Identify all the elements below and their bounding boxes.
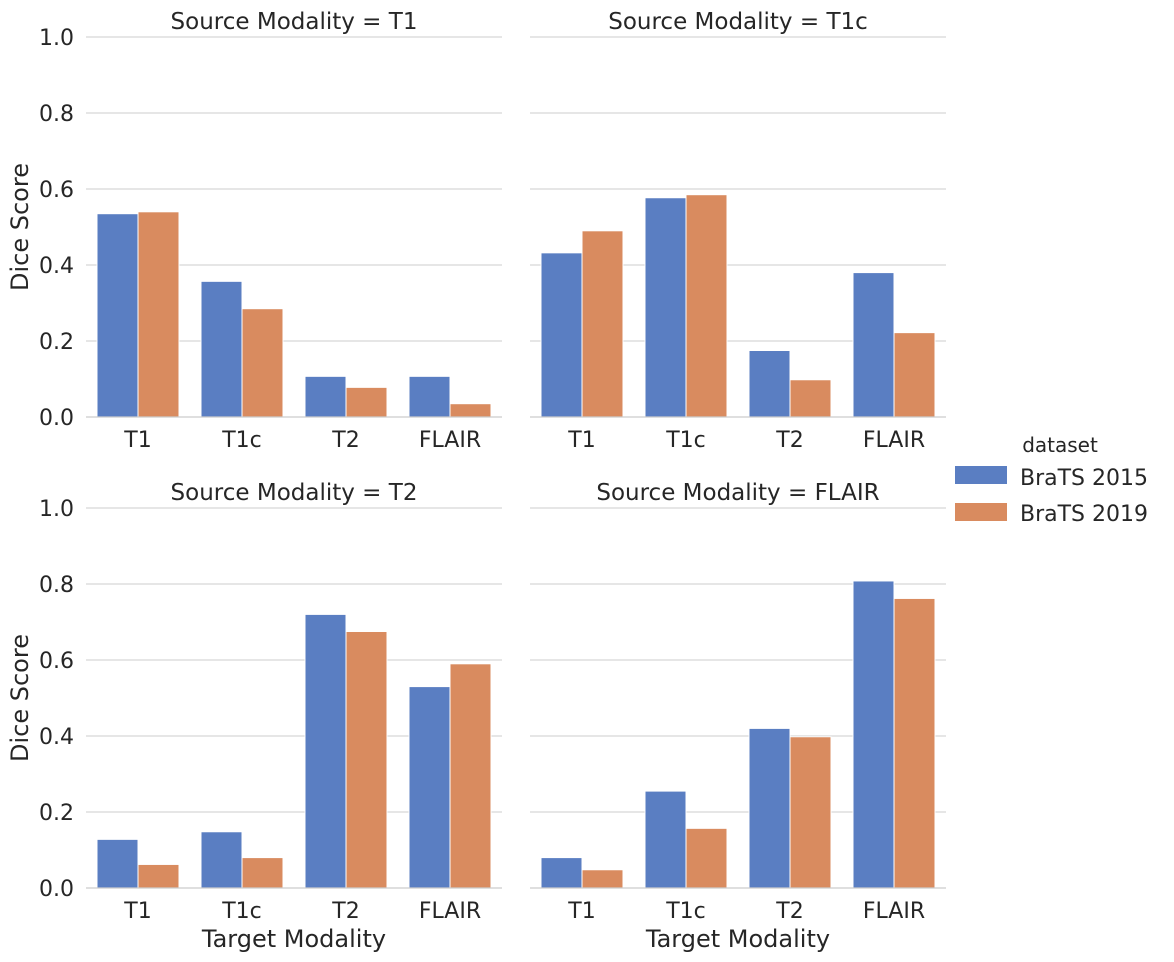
- bar-brats-2019-flair: [449, 403, 492, 418]
- bar-brats-2015-flair: [852, 580, 895, 889]
- bar-brats-2015-t1: [540, 857, 583, 889]
- panel-title: Source Modality = T1c: [608, 9, 868, 35]
- bar-brats-2015-t2: [304, 613, 347, 889]
- bar-brats-2019-t2: [789, 736, 832, 889]
- bar-brats-2015-t1: [96, 213, 139, 418]
- x-tick-label: T1: [567, 428, 595, 453]
- y-tick-label: 0.2: [39, 330, 74, 355]
- legend-swatch-brats-2015: [955, 466, 1007, 484]
- x-tick-label: T1c: [665, 899, 706, 924]
- y-tick-label: 0.6: [39, 649, 74, 674]
- bar-brats-2015-t2: [748, 350, 791, 418]
- bar-brats-2019-t1c: [685, 194, 728, 418]
- y-tick-label: 1.0: [39, 497, 74, 522]
- y-axis-title: Dice Score: [6, 634, 34, 762]
- panel-title: Source Modality = T2: [171, 480, 418, 506]
- bar-brats-2019-t1: [137, 863, 180, 889]
- x-tick-label: T2: [775, 899, 803, 924]
- x-tick-label: FLAIR: [419, 899, 481, 924]
- x-tick-label: FLAIR: [863, 428, 925, 453]
- bar-brats-2015-t1: [96, 838, 139, 889]
- x-tick-label: T1: [567, 899, 595, 924]
- x-axis-title: Target Modality: [645, 925, 830, 953]
- y-tick-label: 1.0: [39, 26, 74, 51]
- y-tick-label: 0.0: [39, 406, 74, 431]
- bar-brats-2015-t1c: [200, 280, 243, 418]
- bar-brats-2019-flair: [893, 597, 936, 889]
- bar-brats-2015-flair: [408, 375, 451, 418]
- x-tick-label: FLAIR: [863, 899, 925, 924]
- x-tick-label: T1c: [221, 428, 262, 453]
- bar-brats-2015-t2: [304, 375, 347, 418]
- x-tick-label: T1: [123, 899, 151, 924]
- x-tick-label: T2: [331, 428, 359, 453]
- bar-brats-2019-t2: [789, 379, 832, 418]
- bar-brats-2019-flair: [449, 663, 492, 889]
- legend: dataset BraTS 2015 BraTS 2019: [955, 433, 1148, 527]
- bar-brats-2015-t2: [748, 727, 791, 889]
- legend-label-brats-2015: BraTS 2015: [1020, 466, 1148, 491]
- y-tick-label: 0.6: [39, 178, 74, 203]
- bar-brats-2019-t1: [581, 230, 624, 418]
- y-axis-title: Dice Score: [6, 163, 34, 291]
- panel-2: T1 T1c T2 FLAIR Source Modality = T1c: [530, 9, 946, 453]
- panel-3: 0.0 0.2 0.4 0.6 0.8 1.0 T1 T1c T2 FLAIR Source Mod…: [6, 480, 502, 953]
- panel-4: T1 T1c T2 FLAIR Source Modality = FLAIR Targe…: [530, 480, 946, 953]
- x-tick-label: T2: [331, 899, 359, 924]
- bar-brats-2019-t1c: [241, 857, 284, 889]
- y-tick-label: 0.4: [39, 725, 74, 750]
- y-tick-label: 0.0: [39, 877, 74, 902]
- x-tick-label: T2: [775, 428, 803, 453]
- bar-brats-2019-t2: [345, 631, 388, 889]
- x-tick-label: T1c: [221, 899, 262, 924]
- bar-brats-2019-t1: [137, 211, 180, 418]
- x-tick-label: FLAIR: [419, 428, 481, 453]
- y-tick-label: 0.2: [39, 801, 74, 826]
- bar-brats-2015-t1c: [200, 831, 243, 889]
- bar-brats-2019-t1c: [685, 827, 728, 889]
- bar-brats-2015-t1c: [644, 790, 687, 889]
- bar-brats-2019-t2: [345, 386, 388, 418]
- x-tick-label: T1c: [665, 428, 706, 453]
- bar-brats-2019-flair: [893, 332, 936, 418]
- bar-brats-2015-t1: [540, 252, 583, 418]
- bar-brats-2019-t1c: [241, 308, 284, 418]
- legend-swatch-brats-2019: [955, 503, 1007, 521]
- panel-1: 0.0 0.2 0.4 0.6 0.8 1.0 T1 T1c T2 FLAIR Source Mod…: [6, 9, 502, 453]
- y-tick-label: 0.8: [39, 102, 74, 127]
- x-axis-title: Target Modality: [201, 925, 386, 953]
- bar-brats-2015-flair: [408, 686, 451, 889]
- panel-title: Source Modality = T1: [171, 9, 418, 35]
- panel-title: Source Modality = FLAIR: [596, 480, 879, 506]
- bar-brats-2019-t1: [581, 869, 624, 889]
- legend-title: dataset: [1022, 433, 1098, 457]
- legend-label-brats-2019: BraTS 2019: [1020, 502, 1148, 527]
- y-tick-label: 0.4: [39, 254, 74, 279]
- y-tick-label: 0.8: [39, 573, 74, 598]
- x-tick-label: T1: [123, 428, 151, 453]
- chart-panels: 0.0 0.2 0.4 0.6 0.8 1.0 T1 T1c T2 FLAIR Source Mod…: [6, 9, 946, 953]
- bar-brats-2015-flair: [852, 272, 895, 418]
- bar-brats-2015-t1c: [644, 197, 687, 418]
